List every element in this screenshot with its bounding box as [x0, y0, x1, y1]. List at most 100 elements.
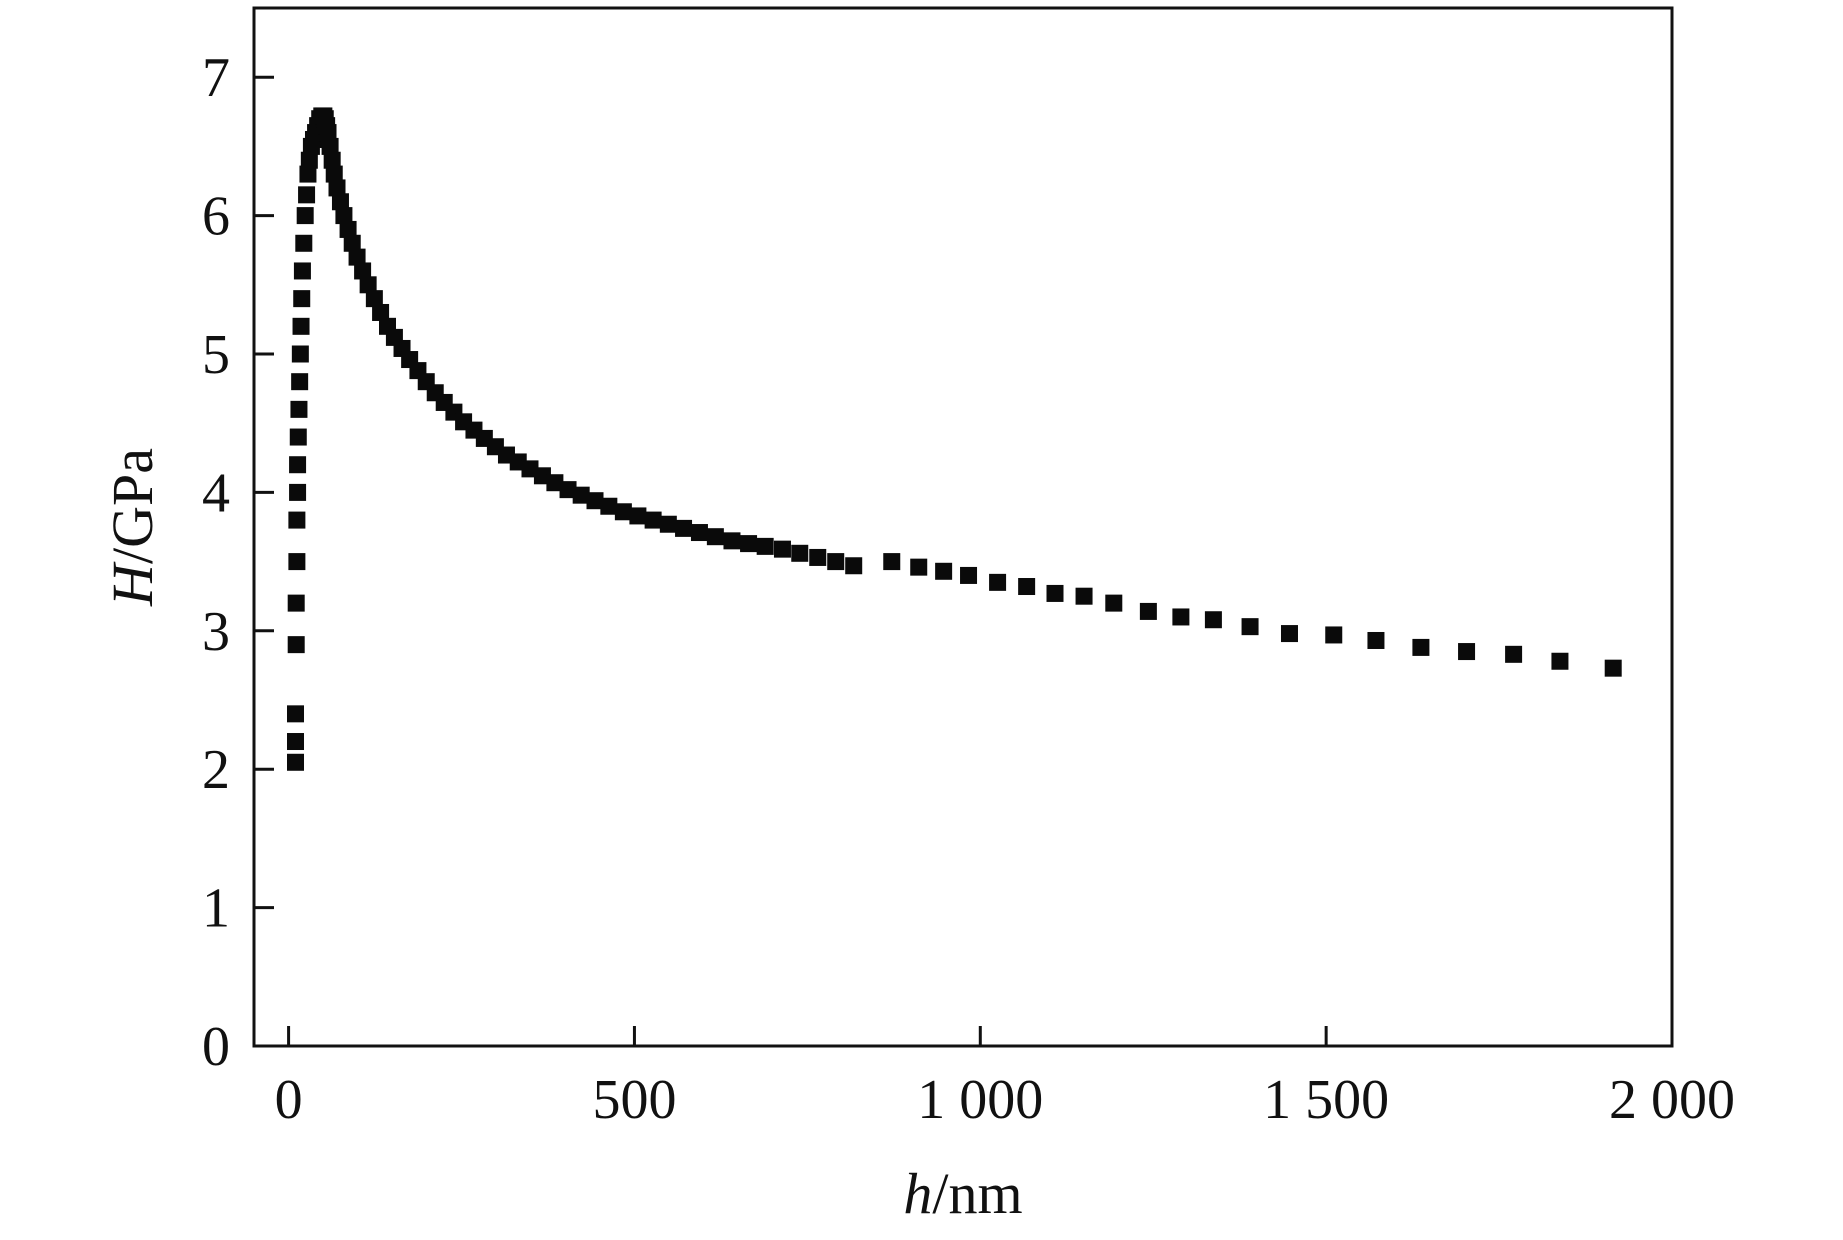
y-tick-label: 2	[202, 739, 230, 801]
data-point	[1046, 584, 1064, 602]
data-point	[614, 503, 632, 521]
data-point	[287, 753, 305, 771]
data-point	[291, 373, 309, 391]
data-point	[723, 532, 741, 550]
y-axis-ticks: 0 1 2 3 4 5 6 7	[202, 47, 274, 1078]
data-point	[740, 535, 758, 553]
data-point	[289, 456, 307, 474]
x-tick-label: 1 000	[917, 1069, 1043, 1131]
data-point	[328, 179, 346, 197]
data-point	[288, 553, 306, 571]
plot-frame	[252, 6, 1674, 1048]
y-tick-label: 5	[202, 324, 230, 386]
data-point	[845, 557, 863, 575]
data-point	[287, 636, 305, 654]
data-point	[910, 558, 928, 576]
data-point	[586, 492, 604, 510]
data-point	[546, 474, 564, 492]
x-axis-ticks: 0 500 1 000 1 500 2 000	[275, 1026, 1735, 1131]
data-point	[559, 481, 577, 499]
data-point	[1325, 626, 1343, 644]
data-point	[1075, 587, 1093, 605]
data-point	[1505, 645, 1523, 663]
data-point	[339, 220, 357, 238]
data-point	[295, 234, 313, 252]
x-tick-label: 500	[592, 1069, 676, 1131]
data-point	[773, 540, 791, 558]
data-point	[1604, 659, 1622, 677]
x-axis-variable: h	[903, 1161, 932, 1226]
data-point	[1367, 631, 1385, 649]
data-point	[1241, 618, 1259, 636]
data-point	[809, 548, 827, 566]
data-point	[756, 537, 774, 555]
data-point	[1204, 611, 1222, 629]
data-point	[348, 248, 366, 266]
x-tick-label: 1 500	[1263, 1069, 1389, 1131]
y-tick-label: 4	[202, 462, 230, 524]
x-tick-label: 2 000	[1609, 1069, 1735, 1131]
data-point	[1139, 602, 1157, 620]
y-axis-variable: H	[100, 561, 165, 607]
y-tick-label: 6	[202, 186, 230, 248]
data-point	[1280, 625, 1298, 643]
data-points	[287, 107, 1622, 771]
y-tick-label: 3	[202, 601, 230, 663]
data-point	[572, 486, 590, 504]
data-point	[1105, 594, 1123, 612]
data-point	[323, 151, 341, 169]
data-point	[629, 507, 647, 525]
data-point	[359, 276, 377, 294]
y-tick-label: 7	[202, 47, 230, 109]
data-point	[293, 262, 311, 280]
data-point	[690, 524, 708, 542]
x-axis-unit: /nm	[932, 1161, 1022, 1226]
data-point	[960, 566, 978, 584]
data-point	[298, 186, 316, 204]
data-point	[319, 124, 337, 142]
data-point	[300, 151, 318, 169]
data-point	[289, 428, 307, 446]
data-point	[706, 528, 724, 546]
data-point	[293, 290, 311, 308]
data-point	[292, 317, 310, 335]
data-point	[1412, 638, 1430, 656]
x-axis-label: h/nm	[903, 1161, 1022, 1226]
data-point	[289, 483, 307, 501]
data-point	[354, 262, 372, 280]
y-axis-unit: /GPa	[100, 448, 165, 564]
data-point	[331, 193, 349, 211]
data-point	[1458, 643, 1476, 661]
data-point	[321, 137, 339, 155]
data-point	[883, 553, 901, 571]
y-tick-label: 0	[202, 1016, 230, 1078]
data-point	[287, 705, 305, 723]
data-point	[791, 544, 809, 562]
data-point	[290, 400, 308, 418]
data-point	[291, 345, 309, 363]
y-axis-label: H/GPa	[100, 448, 165, 607]
y-tick-label: 1	[202, 878, 230, 940]
data-point	[343, 234, 361, 252]
data-point	[325, 165, 343, 183]
data-point	[1172, 608, 1190, 626]
x-tick-label: 0	[275, 1069, 303, 1131]
data-point	[659, 515, 677, 533]
data-point	[1551, 652, 1569, 670]
data-point	[288, 511, 306, 529]
data-point	[335, 207, 353, 225]
data-point	[296, 207, 314, 225]
data-point	[372, 303, 390, 321]
data-point	[365, 290, 383, 308]
data-point	[644, 511, 662, 529]
data-point	[299, 165, 317, 183]
data-point	[675, 519, 693, 537]
data-point	[1018, 578, 1036, 596]
data-point	[287, 594, 305, 612]
data-point	[600, 497, 618, 515]
data-point	[827, 553, 845, 571]
data-point	[989, 573, 1007, 591]
data-point	[935, 562, 953, 580]
data-point	[287, 733, 305, 751]
